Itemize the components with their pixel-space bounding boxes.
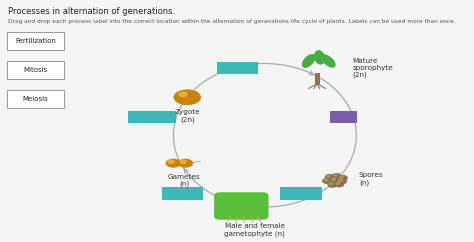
Text: Zygote
(2n): Zygote (2n) <box>174 109 200 123</box>
Circle shape <box>179 92 187 97</box>
Circle shape <box>166 159 180 167</box>
FancyBboxPatch shape <box>330 111 357 123</box>
Ellipse shape <box>302 55 315 67</box>
Ellipse shape <box>321 55 335 67</box>
Text: Male and female
gametophyte (n): Male and female gametophyte (n) <box>224 223 285 237</box>
FancyBboxPatch shape <box>214 192 269 220</box>
Circle shape <box>323 179 331 183</box>
FancyBboxPatch shape <box>7 32 64 50</box>
Circle shape <box>340 176 343 178</box>
Text: Mature
sporophyte
(2n): Mature sporophyte (2n) <box>352 58 393 78</box>
FancyBboxPatch shape <box>7 61 64 79</box>
Circle shape <box>179 159 192 167</box>
Circle shape <box>168 160 174 163</box>
FancyBboxPatch shape <box>217 62 258 74</box>
Circle shape <box>339 180 342 181</box>
Circle shape <box>332 178 336 180</box>
Circle shape <box>335 182 344 187</box>
Circle shape <box>327 175 330 177</box>
Text: Processes in alternation of generations.: Processes in alternation of generations. <box>8 7 175 16</box>
FancyBboxPatch shape <box>315 73 320 84</box>
Circle shape <box>336 182 340 184</box>
Circle shape <box>180 160 186 163</box>
Text: Gametes
(n): Gametes (n) <box>168 174 201 188</box>
Circle shape <box>325 175 334 180</box>
FancyBboxPatch shape <box>280 187 321 200</box>
Circle shape <box>174 90 201 105</box>
Text: Drag and drop each process label into the correct location within the alternatio: Drag and drop each process label into th… <box>8 19 456 24</box>
Circle shape <box>324 179 328 181</box>
Circle shape <box>329 183 333 185</box>
Circle shape <box>337 179 346 184</box>
Circle shape <box>338 176 347 180</box>
Text: Meiosis: Meiosis <box>22 96 48 102</box>
Text: Fertilization: Fertilization <box>15 38 56 44</box>
Circle shape <box>328 182 337 187</box>
FancyBboxPatch shape <box>162 187 203 200</box>
Circle shape <box>331 178 339 182</box>
Text: Mitosis: Mitosis <box>23 67 47 73</box>
Circle shape <box>334 174 337 176</box>
Text: Spores
(n): Spores (n) <box>359 172 383 186</box>
FancyBboxPatch shape <box>7 90 64 108</box>
FancyBboxPatch shape <box>128 111 175 123</box>
Circle shape <box>332 174 341 179</box>
Ellipse shape <box>315 51 324 64</box>
